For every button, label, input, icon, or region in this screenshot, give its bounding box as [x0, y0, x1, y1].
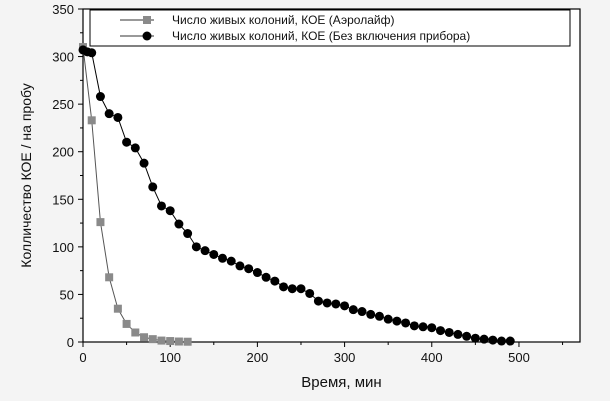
data-point-circle — [218, 253, 228, 263]
legend-box — [89, 9, 571, 47]
data-point-circle — [156, 201, 166, 211]
y-tick-label: 300 — [52, 50, 74, 65]
data-point-circle — [444, 327, 454, 337]
legend-marker-square — [143, 16, 151, 24]
y-tick-label: 0 — [67, 335, 74, 350]
x-tick-label: 300 — [334, 350, 356, 365]
data-point-circle — [392, 316, 402, 326]
data-point-circle — [296, 284, 306, 294]
data-point-circle — [313, 296, 323, 306]
plot-area: 0 100 200 300 400 500 0 50 100 150 200 250 300 350 Чис… — [52, 2, 581, 365]
legend-label: Число живых колоний, КОЕ (Аэролайф) — [172, 13, 394, 27]
data-point-circle — [497, 336, 507, 346]
data-point-circle — [479, 334, 489, 344]
y-tick-label: 50 — [60, 287, 74, 302]
data-point-circle — [340, 301, 350, 311]
data-point-circle — [401, 318, 411, 328]
data-point-circle — [305, 288, 315, 298]
data-point-circle — [453, 329, 463, 339]
data-point-circle — [226, 256, 236, 266]
x-tick-label: 400 — [421, 350, 443, 365]
data-point-circle — [191, 242, 201, 252]
legend: Число живых колоний, КОЕ (Аэролайф) Число… — [89, 9, 571, 47]
data-point-square — [166, 337, 175, 346]
plot-frame — [82, 8, 581, 343]
data-point-square — [96, 218, 105, 227]
y-tick-label: 150 — [52, 192, 74, 207]
data-point-circle — [418, 322, 428, 332]
y-tick-label: 250 — [52, 97, 74, 112]
x-tick-label: 0 — [79, 350, 86, 365]
data-point-square — [105, 273, 114, 282]
data-point-circle — [322, 298, 332, 308]
data-point-circle — [165, 206, 175, 216]
data-point-circle — [244, 264, 254, 274]
data-point-circle — [104, 109, 114, 119]
legend-marker-circle — [142, 31, 152, 41]
data-point-circle — [130, 143, 140, 153]
data-point-circle — [139, 158, 149, 168]
x-tick-label: 200 — [247, 350, 269, 365]
data-point-square — [148, 335, 157, 344]
data-point-circle — [183, 229, 193, 239]
data-point-circle — [470, 333, 480, 343]
data-point-circle — [348, 305, 358, 315]
x-axis-label: Время, мин — [301, 374, 381, 391]
y-tick-label: 100 — [52, 240, 74, 255]
data-point-circle — [200, 246, 210, 256]
data-point-square — [122, 319, 131, 328]
data-point-circle — [174, 219, 184, 229]
data-point-circle — [252, 268, 262, 278]
data-point-square — [183, 337, 192, 346]
data-point-square — [157, 336, 166, 345]
data-point-square — [87, 116, 96, 125]
y-tick-label: 350 — [52, 2, 74, 17]
data-point-square — [140, 333, 149, 342]
data-point-circle — [261, 272, 271, 282]
y-tick-label: 200 — [52, 145, 74, 160]
data-point-circle — [279, 282, 289, 292]
data-point-circle — [488, 335, 498, 345]
data-point-circle — [331, 299, 341, 309]
data-point-circle — [383, 314, 393, 324]
data-point-circle — [235, 261, 245, 271]
data-point-circle — [409, 321, 419, 331]
data-point-circle — [462, 331, 472, 341]
series-2 — [78, 45, 515, 346]
data-point-circle — [209, 249, 219, 259]
data-point-circle — [287, 284, 297, 294]
data-point-circle — [366, 309, 376, 319]
data-point-square — [113, 304, 122, 313]
data-point-circle — [427, 323, 437, 333]
data-point-circle — [148, 182, 158, 192]
data-point-circle — [374, 311, 384, 321]
x-tick-label: 100 — [159, 350, 181, 365]
data-point-circle — [113, 112, 123, 122]
data-point-circle — [87, 48, 97, 58]
data-point-circle — [95, 92, 105, 102]
series-1 — [79, 43, 192, 346]
data-point-square — [131, 328, 140, 337]
data-point-circle — [435, 326, 445, 336]
legend-label: Число живых колоний, КОЕ (Без включения … — [172, 29, 470, 43]
y-axis-label: Колличество КОЕ / на пробу — [18, 83, 34, 267]
data-point-circle — [357, 307, 367, 317]
data-point-circle — [270, 276, 280, 286]
data-point-square — [174, 337, 183, 346]
x-tick-label: 500 — [508, 350, 530, 365]
data-point-circle — [122, 137, 132, 147]
data-point-circle — [505, 336, 515, 346]
